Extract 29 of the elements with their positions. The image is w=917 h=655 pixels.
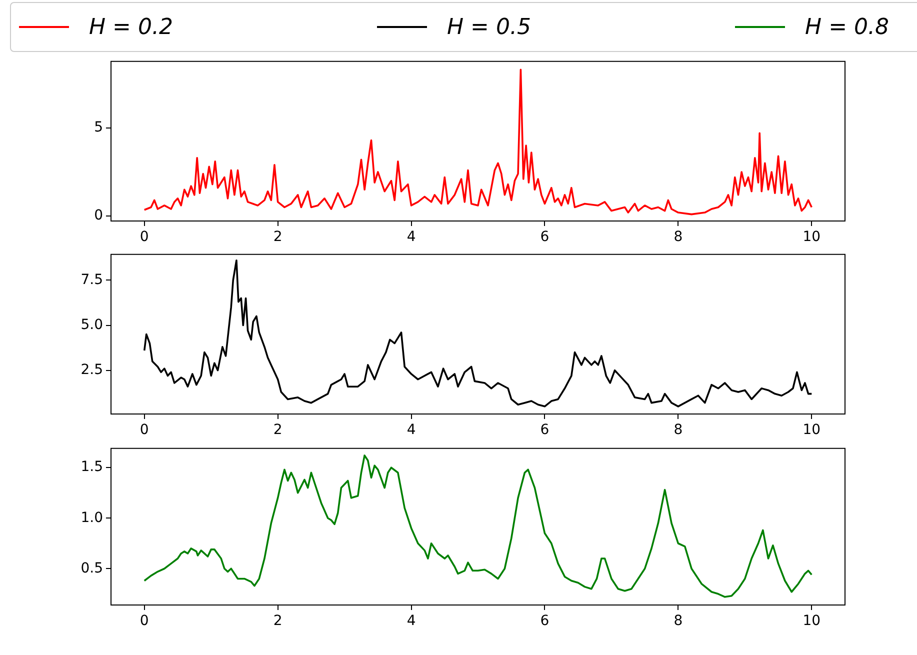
x-tick-label: 10 — [802, 229, 821, 246]
y-tick-label: 7.5 — [80, 272, 103, 288]
x-tick-label: 2 — [273, 229, 282, 246]
x-tick-label: 8 — [674, 229, 683, 246]
x-tick-label: 2 — [273, 613, 282, 630]
y-tick-label: 1.0 — [80, 510, 103, 526]
x-tick-label: 6 — [540, 229, 550, 246]
x-tick-label: 4 — [406, 422, 416, 438]
x-tick-label: 4 — [406, 613, 416, 630]
x-tick-label: 8 — [674, 422, 683, 438]
x-tick-label: 10 — [802, 613, 821, 630]
x-tick-label: 0 — [140, 422, 149, 438]
legend-label: H = 0.5 — [447, 14, 531, 40]
x-tick-label: 10 — [802, 422, 821, 438]
y-tick-label: 5.0 — [80, 316, 103, 333]
x-tick-label: 4 — [406, 229, 416, 246]
x-tick-label: 0 — [140, 229, 149, 246]
legend-label: H = 0.2 — [89, 14, 173, 40]
x-tick-label: 2 — [273, 422, 282, 438]
x-tick-label: 6 — [540, 613, 550, 630]
y-tick-label: 0 — [94, 208, 103, 224]
x-tick-label: 6 — [540, 422, 550, 438]
y-tick-label: 1.5 — [80, 459, 103, 476]
y-tick-label: 0.5 — [80, 560, 103, 576]
y-tick-label: 2.5 — [80, 362, 103, 378]
x-tick-label: 8 — [674, 613, 683, 630]
x-tick-label: 0 — [140, 613, 149, 630]
legend-label: H = 0.8 — [805, 14, 889, 40]
y-tick-label: 5 — [94, 120, 103, 136]
